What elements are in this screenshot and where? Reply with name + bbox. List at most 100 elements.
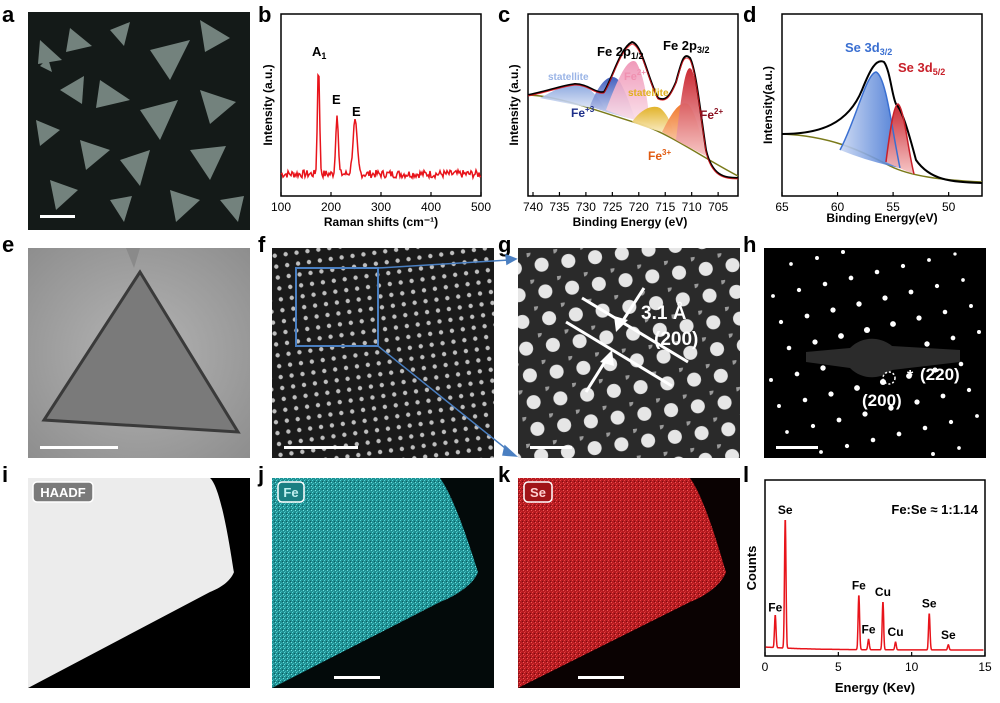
spacing-arrow-bottom bbox=[584, 350, 614, 393]
fe-tick-label-6: 710 bbox=[682, 200, 702, 214]
se-badge bbox=[523, 481, 553, 503]
saed-spot-52 bbox=[950, 335, 956, 341]
panel-letter-d: d bbox=[743, 2, 756, 27]
saed-spot-5 bbox=[786, 345, 792, 351]
saed-spot-6 bbox=[794, 371, 800, 377]
saed-spot-26 bbox=[841, 250, 845, 254]
saed-spot-24 bbox=[862, 411, 868, 417]
panel-i-haadf-image: HAADF bbox=[28, 478, 250, 688]
raman-xlabel: Raman shifts (cm⁻¹) bbox=[324, 215, 438, 229]
raman-peak-label-e1: E bbox=[332, 92, 341, 107]
fe-tick-label-3: 725 bbox=[602, 200, 622, 214]
raman-x-ticks: 100 200 300 400 500 bbox=[271, 192, 491, 214]
saed-spot-43 bbox=[916, 315, 922, 321]
panel-c-fe2p-xps-chart: 740 735 730 725 720 715 710 705 Fe 2p1/2 Fe 2p3… bbox=[507, 13, 739, 229]
saed-spot-59 bbox=[977, 330, 981, 334]
tem-nanosheet-triangle bbox=[41, 269, 241, 434]
fe-satellite-mid-fill bbox=[632, 106, 674, 134]
saed-spot-4 bbox=[778, 319, 784, 325]
saed-spot-19 bbox=[822, 281, 828, 287]
lattice-plane-line-1 bbox=[581, 296, 689, 364]
se-envelope-line bbox=[781, 60, 983, 184]
fe-tick-label-1: 735 bbox=[549, 200, 569, 214]
saed-spot-13 bbox=[812, 339, 818, 345]
saed-spot-32 bbox=[896, 431, 902, 437]
haadf-badge-label: HAADF bbox=[40, 485, 86, 500]
panel-letter-g: g bbox=[498, 232, 511, 257]
fe-tick-label-7: 705 bbox=[708, 200, 728, 214]
panel-j-fe-eds-map: Fe bbox=[272, 478, 494, 688]
panel-h-saed-pattern: * (220) (200) bbox=[764, 248, 986, 458]
saed-spot-35 bbox=[890, 321, 896, 327]
eds-ylabel: Counts bbox=[744, 546, 759, 591]
saed-spot-42 bbox=[908, 289, 914, 295]
eds-tick-label-1: 5 bbox=[835, 660, 842, 674]
panel-letter-i: i bbox=[2, 462, 8, 487]
raman-tick-label-3: 400 bbox=[421, 200, 441, 214]
saed-spot-0 bbox=[769, 378, 773, 382]
panel-d-se3d-xps-chart: 65 60 55 50 Se 3d3/2 Se 3d5/2 Binding Energ… bbox=[761, 13, 983, 225]
saed-spot-12 bbox=[804, 313, 810, 319]
plot-frame-b bbox=[280, 13, 482, 197]
fe2plus-right-label: Fe2+ bbox=[700, 107, 723, 122]
saed-spot-51 bbox=[942, 309, 948, 315]
panel-e-tem-image bbox=[28, 248, 250, 458]
saed-spot-37 bbox=[906, 373, 912, 379]
plot-frame-c bbox=[527, 13, 739, 197]
panel-letter-f: f bbox=[258, 232, 266, 257]
eds-tick-label-0: 0 bbox=[762, 660, 769, 674]
panel-letters: a b c d e f g h i j k l bbox=[2, 2, 756, 487]
fe3plus-left-label: Fe+3 bbox=[571, 105, 595, 120]
panel-letter-j: j bbox=[257, 462, 264, 487]
raman-peak-label-e2: E bbox=[352, 104, 361, 119]
fe-tick-label-0: 740 bbox=[523, 200, 543, 214]
haadf-badge bbox=[32, 481, 94, 503]
saed-spot-57 bbox=[961, 278, 965, 282]
saed-spot-10 bbox=[789, 262, 793, 266]
eds-peak-label-5: Cu bbox=[888, 625, 904, 639]
saed-spot-20 bbox=[830, 307, 836, 313]
eds-peak-label-3: Fe bbox=[862, 623, 876, 637]
fe-xlabel: Binding Energy (eV) bbox=[573, 215, 688, 229]
saed-spot-3 bbox=[771, 294, 775, 298]
eds-peak-label-1: Se bbox=[778, 503, 793, 517]
saed-spot-28 bbox=[856, 301, 862, 307]
saed-spot-16 bbox=[836, 417, 842, 423]
fe-envelope-fit-line bbox=[527, 43, 739, 180]
se-map-corner bbox=[518, 478, 726, 688]
saed-spot-18 bbox=[815, 256, 819, 260]
saed-spot-46 bbox=[940, 393, 946, 399]
saed-spot-8 bbox=[810, 423, 816, 429]
fe-ylabel: Intensity (a.u.) bbox=[507, 64, 521, 145]
se3d32-fill bbox=[840, 72, 900, 168]
raman-tick-label-1: 200 bbox=[321, 200, 341, 214]
panel-letter-b: b bbox=[258, 2, 271, 27]
se3d32-label: Se 3d3/2 bbox=[845, 40, 892, 57]
saed-spot-25 bbox=[870, 437, 876, 443]
se3d32-fit-line bbox=[839, 71, 901, 169]
lattice-plane-label: (200) bbox=[654, 329, 698, 350]
saed-spot-49 bbox=[927, 258, 931, 262]
eds-peak-label-4: Cu bbox=[875, 585, 891, 599]
lattice-plane-line-2 bbox=[565, 320, 673, 388]
saed-spot-200-marker bbox=[882, 371, 896, 385]
saed-spot-9 bbox=[819, 450, 823, 454]
fe-tick-label-2: 730 bbox=[576, 200, 596, 214]
scale-bar-h bbox=[776, 446, 818, 449]
eds-tick-label-2: 10 bbox=[905, 660, 919, 674]
se-ylabel: Intensity(a.u.) bbox=[761, 66, 775, 144]
saed-spot-48 bbox=[957, 446, 961, 450]
fe-satellite-mid-label: statellite bbox=[628, 88, 669, 99]
saed-spot-7 bbox=[802, 397, 808, 403]
saed-label-220: (220) bbox=[920, 365, 960, 384]
se3d52-label: Se 3d5/2 bbox=[898, 60, 945, 77]
saed-spot-30 bbox=[879, 378, 887, 386]
saed-spot-14 bbox=[820, 365, 826, 371]
saed-spot-44 bbox=[924, 341, 930, 347]
saed-spot-58 bbox=[969, 304, 973, 308]
panel-letter-l: l bbox=[743, 462, 749, 487]
saed-label-200: (200) bbox=[862, 391, 902, 410]
raman-ylabel: Intensity (a.u.) bbox=[261, 64, 275, 145]
saed-spot-54 bbox=[966, 387, 972, 393]
raman-peak-label-a1: A1 bbox=[312, 44, 326, 61]
